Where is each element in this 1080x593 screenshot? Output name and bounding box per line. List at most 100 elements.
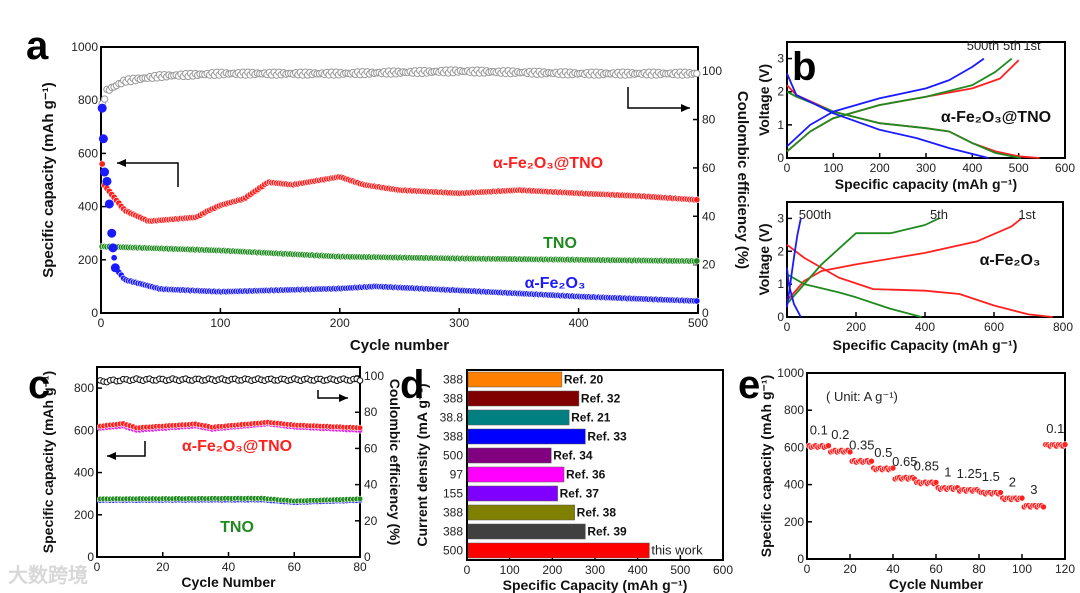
- data-point: [102, 176, 112, 186]
- y-tick-label: 2: [777, 244, 784, 258]
- bar-label: Ref. 33: [587, 430, 627, 444]
- x-axis-label: Cycle number: [350, 337, 449, 354]
- x-tick-label: 100: [1012, 562, 1032, 576]
- x-axis-label: Cycle Number: [181, 574, 276, 590]
- data-point: [889, 464, 897, 472]
- y-tick-label: 1: [777, 118, 784, 132]
- y2-axis-label: Coulombic efficiency (%): [387, 379, 403, 545]
- rate-label: 3: [1030, 482, 1037, 497]
- curve-500th-charge: [786, 218, 802, 308]
- series-coulombic-efficiency: [98, 66, 701, 108]
- y2-axis-label: Coulombic efficiency (%): [734, 91, 751, 269]
- y-tick-label: 0: [797, 552, 804, 566]
- x-tick-label: 0: [94, 560, 101, 574]
- x-tick-label: 500: [688, 316, 708, 330]
- y-tick-label: 1: [777, 277, 784, 291]
- y-axis-label: Specific capacity (mAh g⁻¹): [40, 82, 57, 277]
- panel-e: 0 20 40 60 80 100 120 0 200 400 600 800 1000 Cycle Nu…: [758, 366, 1075, 592]
- y-tick-label: 200: [78, 253, 98, 267]
- curve-500th-discharge: [786, 73, 989, 159]
- y2-tick-label: 40: [702, 209, 716, 223]
- panel-d: 0 100 200 300 400 500 600 Specific Capacity (mA…: [414, 369, 733, 593]
- current-density-label: 155: [443, 487, 463, 501]
- y2-tick-label: 100: [364, 369, 384, 383]
- x-tick-label: 60: [288, 560, 302, 574]
- x-tick-label: 100: [823, 161, 843, 175]
- rate-label: 0.35: [849, 437, 874, 452]
- x-tick-label: 100: [500, 563, 520, 577]
- x-tick-label: 20: [843, 562, 857, 576]
- y-tick-label: 2: [777, 85, 784, 99]
- x-tick-label: 500: [670, 563, 690, 577]
- x-tick-label: 600: [1055, 161, 1075, 175]
- x-tick-label: 120: [1055, 562, 1075, 576]
- data-point: [1061, 441, 1069, 448]
- curve-500th-charge: [786, 57, 985, 148]
- curve-label-1st: 1st: [1023, 38, 1041, 53]
- curve-label-5th: 5th: [930, 207, 948, 222]
- bar: [467, 390, 580, 407]
- bar-label: Ref. 37: [560, 487, 600, 501]
- rate-label: 0.2: [831, 427, 849, 442]
- current-density-label: 388: [443, 373, 463, 387]
- x-tick-label: 300: [449, 316, 469, 330]
- y2-tick-label: 0: [702, 306, 709, 320]
- arrow-head-icon: [117, 159, 126, 167]
- rate-label: 1: [944, 464, 951, 479]
- data-point: [1040, 503, 1047, 511]
- panel-label-d: d: [400, 363, 424, 407]
- current-density-label: 500: [443, 544, 463, 558]
- x-tick-label: 0: [98, 316, 105, 330]
- x-axis-label: Specific capacity (mAh g⁻¹): [835, 176, 1017, 192]
- current-density-label: 388: [443, 392, 463, 406]
- axis-arrow: [317, 390, 348, 399]
- bar-label: Ref. 20: [564, 373, 604, 387]
- y-tick-label: 800: [74, 381, 94, 395]
- rate-label: 0.1: [810, 422, 828, 437]
- x-tick-label: 600: [984, 320, 1004, 334]
- bar-label: Ref. 36: [566, 468, 606, 482]
- x-axis-label: Specific Capacity (mAh g⁻¹): [833, 337, 1018, 353]
- y2-tick-label: 100: [702, 64, 722, 78]
- x-tick-label: 80: [353, 560, 367, 574]
- x-tick-label: 0: [464, 563, 471, 577]
- rate-label: 1.5: [982, 469, 1000, 484]
- data-point: [868, 457, 875, 465]
- bar: [467, 504, 575, 521]
- y-tick-label: 0: [87, 550, 94, 564]
- curve-5th-charge: [786, 57, 1013, 153]
- data-point: [107, 228, 117, 238]
- bar: [467, 447, 552, 464]
- series-label-fe2o3-tno: α-Fe₂O₃@TNO: [493, 155, 603, 172]
- data-point: [100, 95, 109, 103]
- x-tick-label: 300: [585, 563, 605, 577]
- data-point: [825, 442, 832, 449]
- current-density-label: 388: [443, 506, 463, 520]
- data-point: [98, 134, 108, 144]
- rate-label: 0.85: [914, 459, 939, 474]
- rate-label: 1.25: [957, 466, 982, 481]
- y-axis-label: Voltage (V): [756, 223, 772, 295]
- bar-label: Ref. 21: [571, 411, 611, 425]
- data-point: [98, 160, 106, 168]
- bar-label: this work: [651, 543, 703, 558]
- data-point: [693, 196, 701, 204]
- x-tick-label: 200: [870, 161, 890, 175]
- x-tick-label: 80: [972, 562, 986, 576]
- x-axis-label: Specific Capacity (mAh g⁻¹): [503, 577, 688, 593]
- series--fe-o-: [98, 104, 701, 305]
- x-tick-label: 400: [915, 320, 935, 334]
- current-density-label: 500: [443, 449, 463, 463]
- axis-arrow: [117, 162, 179, 187]
- panel-c: 0 20 40 60 800200400600800020406080100Cycle …: [40, 366, 403, 590]
- x-tick-label: 500: [1009, 161, 1029, 175]
- x-tick-label: 400: [962, 161, 982, 175]
- current-density-label: 388: [443, 525, 463, 539]
- rate-label: 2: [1009, 475, 1016, 490]
- x-tick-label: 0: [804, 562, 811, 576]
- panel-a: 0 100 200 300 400 500020040060080010000204060…: [40, 40, 751, 354]
- y-tick-label: 0: [91, 306, 98, 320]
- bar: [467, 542, 650, 559]
- y2-tick-label: 60: [702, 161, 716, 175]
- x-tick-label: 40: [886, 562, 900, 576]
